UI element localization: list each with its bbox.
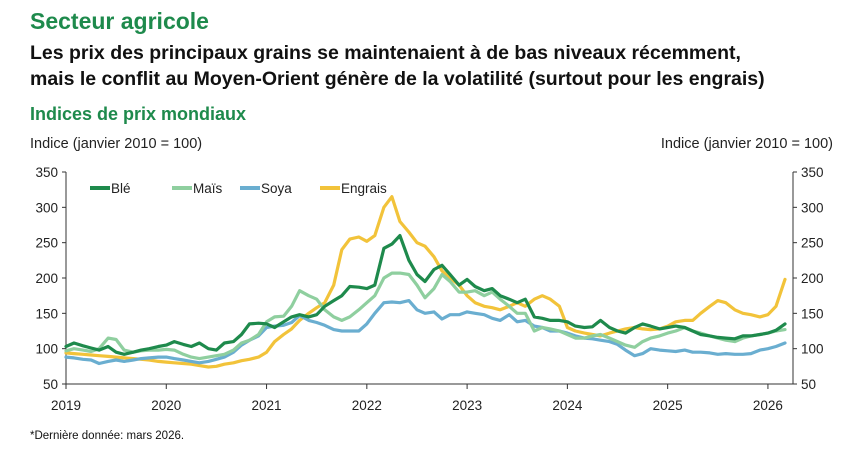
y-tick-label-left: 50 — [43, 377, 58, 392]
headline: Les prix des principaux grains se mainte… — [30, 40, 765, 92]
y-tick-label-right: 50 — [801, 377, 816, 392]
legend-label-engrais: Engrais — [341, 181, 387, 196]
x-tick-label: 2023 — [452, 398, 482, 413]
chart-subtitle: Indices de prix mondiaux — [30, 104, 247, 124]
x-tick-label: 2019 — [51, 398, 81, 413]
y-tick-label-right: 300 — [801, 200, 824, 215]
y-tick-label-right: 200 — [801, 271, 824, 286]
y-tick-label-left: 350 — [35, 165, 58, 180]
right-axis-unit-label: Indice (janvier 2010 = 100) — [660, 136, 833, 152]
y-tick-label-right: 350 — [801, 165, 824, 180]
y-tick-label-left: 200 — [35, 271, 58, 286]
sector-title: Secteur agricole — [30, 8, 209, 34]
headline-line-2: mais le conflit au Moyen-Orient génère d… — [30, 68, 765, 90]
legend-label-blé: Blé — [111, 181, 131, 196]
left-axis-unit-label: Indice (janvier 2010 = 100) — [30, 136, 203, 152]
y-tick-label-right: 100 — [801, 342, 824, 357]
headline-line-1: Les prix des principaux grains se mainte… — [30, 42, 741, 64]
x-tick-label: 2022 — [352, 398, 382, 413]
x-tick-label: 2026 — [753, 398, 783, 413]
price-index-line-chart: 50 50 100 100 150 150 200 200 250 250 300 300 350 350… — [35, 165, 824, 413]
series-line-blé — [64, 234, 787, 356]
y-tick-label-right: 150 — [801, 306, 824, 321]
y-tick-label-left: 100 — [35, 342, 58, 357]
y-tick-label-left: 250 — [35, 236, 58, 251]
legend-label-maïs: Maïs — [193, 181, 223, 196]
y-tick-label-left: 300 — [35, 200, 58, 215]
footnote: *Dernière donnée: mars 2026. — [30, 430, 185, 442]
y-tick-label-right: 250 — [801, 236, 824, 251]
series-line-soya — [64, 299, 787, 366]
series-line-maïs — [64, 271, 787, 361]
x-tick-label: 2024 — [552, 398, 583, 413]
x-tick-label: 2021 — [252, 398, 282, 413]
y-tick-label-left: 150 — [35, 306, 58, 321]
legend-label-soya: Soya — [261, 181, 292, 196]
x-tick-label: 2025 — [653, 398, 683, 413]
x-tick-label: 2020 — [151, 398, 181, 413]
